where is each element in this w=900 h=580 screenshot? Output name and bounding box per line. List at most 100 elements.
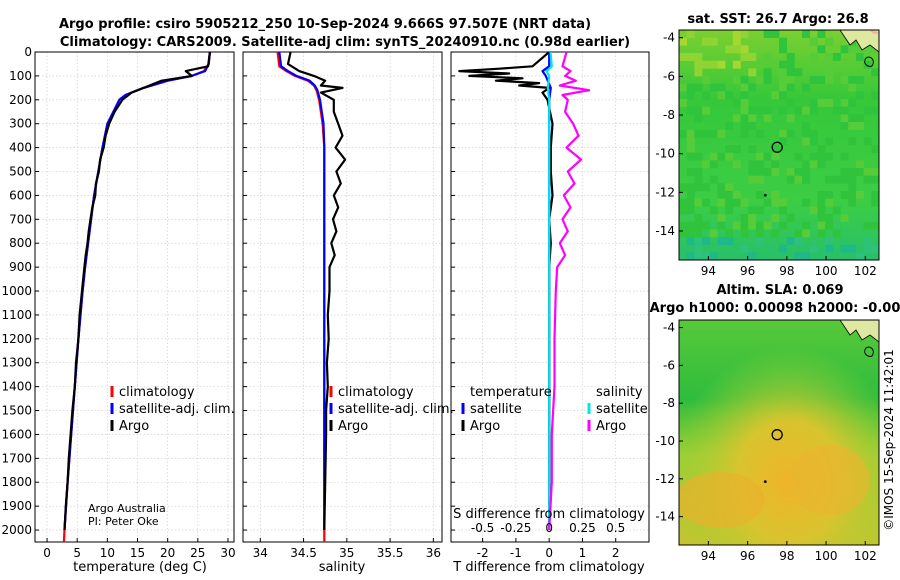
x-tick-label: 35 [339, 546, 354, 560]
legend-label-t-argo: Argo [470, 419, 500, 434]
figure-title: Argo profile: csiro 5905212_250 10-Sep-2… [59, 17, 591, 32]
sst-cell [702, 60, 711, 69]
sst-cell [694, 106, 703, 115]
sst-cell [863, 221, 872, 230]
sst-cell [755, 106, 764, 115]
sst-cell [702, 129, 711, 138]
sst-cell [763, 168, 772, 176]
difference-s-ticks: -0.5 -0.25 0 0.25 0.5 [471, 521, 625, 535]
sst-cell [755, 160, 764, 169]
sst-cell [809, 160, 818, 169]
y-tick-label: 500 [9, 165, 32, 179]
sst-cell [840, 76, 849, 84]
sst-cell [679, 83, 687, 92]
sst-cell [725, 191, 734, 199]
sst-cell [725, 183, 734, 192]
temperature-xlabel: temperature (deg C) [73, 560, 207, 575]
y-tick-label: -10 [655, 434, 675, 448]
y-tick-label: -8 [663, 108, 675, 122]
sst-cell [755, 129, 764, 138]
sst-cell [686, 221, 695, 230]
y-tick-label: 1900 [1, 499, 32, 513]
sst-cell [832, 106, 841, 115]
sst-cell [709, 60, 718, 69]
sst-cell [779, 91, 787, 100]
profile-location-marker [771, 429, 783, 441]
sst-cell [748, 53, 757, 61]
sst-cell [748, 221, 757, 230]
sst-cell [863, 237, 872, 245]
salinity-legend: climatology satellite-adj. clim. Argo [329, 385, 454, 434]
sst-cell [802, 221, 811, 230]
series-line-s-argo [548, 52, 591, 531]
series-line-climatology [62, 52, 211, 542]
x-tick-label: 98 [779, 549, 794, 563]
sst-cell [771, 145, 780, 153]
y-tick-label: 400 [9, 141, 32, 155]
sst-cell [732, 114, 741, 123]
sst-cell [702, 91, 711, 100]
sst-cell [848, 114, 857, 123]
sst-cell [717, 237, 726, 245]
x-tick-label: 100 [815, 549, 838, 563]
sst-cell [794, 229, 803, 238]
sst-cell [817, 198, 826, 207]
y-tick-label: -12 [655, 472, 675, 486]
sst-cell [679, 53, 687, 61]
sst-cell [717, 221, 726, 230]
sst-cell [817, 145, 826, 153]
legend-label-climatology: climatology [338, 385, 414, 400]
sst-cell [786, 99, 795, 107]
coast-shape [839, 320, 879, 343]
sst-cell [779, 129, 787, 138]
sst-cell [848, 244, 857, 253]
sst-cell [771, 160, 780, 169]
sst-cell [694, 60, 703, 69]
sst-cell [732, 198, 741, 207]
sst-cell [863, 106, 872, 115]
sst-cell [740, 114, 749, 123]
sst-cell [709, 83, 718, 92]
x-tick-label: 98 [779, 264, 794, 278]
sst-cell [779, 198, 787, 207]
sst-cell [679, 183, 687, 192]
x2-tick-label: 0.25 [569, 521, 596, 535]
sst-cell [809, 99, 818, 107]
sst-cell [686, 30, 695, 38]
sst-cell [740, 122, 749, 130]
salinity-panel: 34 34.5 35 35.5 36 salinity climatology sate… [242, 51, 454, 575]
salinity-grid [243, 51, 442, 542]
sst-cell [771, 198, 780, 207]
sst-cell [817, 214, 826, 222]
sst-cell [709, 206, 718, 215]
y-tick-label: -14 [655, 224, 675, 238]
sst-cell [825, 237, 834, 245]
y-tick-label: 1100 [1, 308, 32, 322]
y-tick-label: -10 [655, 147, 675, 161]
x2-tick-label: -0.25 [500, 521, 531, 535]
sst-cell [848, 83, 857, 92]
sst-cell [786, 68, 795, 77]
y-tick-label: 100 [9, 69, 32, 83]
x-tick-label: 96 [740, 264, 755, 278]
series-line-climatology [276, 52, 326, 542]
temperature-lines [62, 52, 211, 542]
sst-cell [809, 152, 818, 161]
sst-cell [702, 221, 711, 230]
temperature-panel: 0100200300400500600700800900100011001200… [1, 45, 235, 575]
sst-cell [686, 252, 695, 260]
island-shape [864, 56, 874, 67]
sst-cell [802, 168, 811, 176]
difference-panel: -2 -1 0 1 2 T difference from climatology S … [450, 51, 650, 575]
x-tick-label: 34.5 [290, 546, 317, 560]
sst-map-panel: sat. SST: 26.7 Argo: 26.8 94 96 98 100 102 -4… [655, 12, 880, 278]
profile-location-marker [771, 141, 783, 153]
sst-cell [763, 53, 772, 61]
sst-cell [871, 221, 879, 230]
sst-cell [809, 37, 818, 46]
sst-cell [848, 168, 857, 176]
sst-cell [840, 45, 849, 54]
sst-cell [732, 45, 741, 54]
legend-title-temperature: temperature [470, 385, 552, 400]
sst-cell [740, 244, 749, 253]
